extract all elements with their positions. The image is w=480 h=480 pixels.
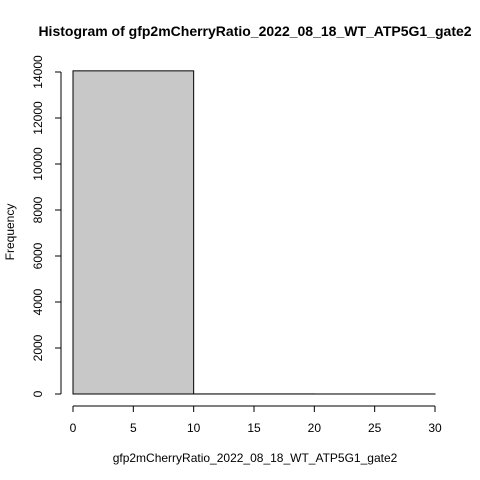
y-axis-label: Frequency [3, 204, 17, 261]
x-axis-label: gfp2mCherryRatio_2022_08_18_WT_ATP5G1_ga… [113, 451, 398, 465]
y-tick-label: 14000 [31, 55, 45, 89]
x-tick-label: 0 [70, 421, 77, 435]
y-tick-label: 8000 [31, 196, 45, 223]
x-tick-label: 10 [187, 421, 201, 435]
bars-group [72, 70, 436, 395]
y-tick-label: 0 [31, 390, 45, 397]
x-axis: 0 5 10 15 20 25 30 [70, 405, 442, 435]
y-tick-label: 2000 [31, 334, 45, 361]
chart-title: Histogram of gfp2mCherryRatio_2022_08_18… [38, 23, 471, 39]
y-tick-label: 6000 [31, 242, 45, 269]
x-tick-label: 15 [247, 421, 261, 435]
x-tick-label: 30 [428, 421, 442, 435]
y-tick-label: 10000 [31, 147, 45, 181]
y-tick-label: 12000 [31, 101, 45, 135]
x-tick-label: 20 [308, 421, 322, 435]
histogram-bar-0 [72, 70, 195, 395]
x-tick-label: 5 [130, 421, 137, 435]
x-tick-label: 25 [368, 421, 382, 435]
y-axis: 0 2000 4000 6000 8000 10000 12000 14000 [31, 55, 62, 397]
y-tick-label: 4000 [31, 288, 45, 315]
